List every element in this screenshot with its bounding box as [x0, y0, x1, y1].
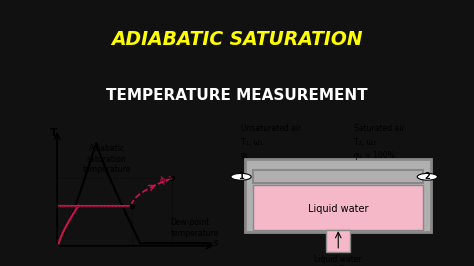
- Text: Adiabatic
saturation
temperature: Adiabatic saturation temperature: [82, 144, 131, 174]
- Text: T: T: [50, 128, 58, 138]
- Text: φ₁: φ₁: [241, 151, 249, 160]
- Bar: [326, 230, 350, 252]
- Text: φ₂ = 100%: φ₂ = 100%: [355, 151, 395, 160]
- Text: Dew-point
temperature: Dew-point temperature: [171, 218, 219, 238]
- Bar: [253, 185, 423, 230]
- Text: T₁, ω₁: T₁, ω₁: [241, 138, 263, 147]
- Text: $\phi_{s1}$: $\phi_{s1}$: [156, 170, 175, 188]
- Circle shape: [417, 173, 438, 180]
- Text: s: s: [213, 238, 219, 248]
- Bar: [245, 159, 431, 232]
- Text: ADIABATIC SATURATION: ADIABATIC SATURATION: [111, 30, 363, 49]
- Text: Liquid water: Liquid water: [308, 203, 368, 214]
- Text: 2: 2: [424, 172, 430, 181]
- Text: Unsaturated air: Unsaturated air: [241, 124, 301, 133]
- Circle shape: [231, 173, 251, 180]
- Text: Saturated air: Saturated air: [355, 124, 405, 133]
- Text: 1: 1: [238, 172, 244, 181]
- Text: TEMPERATURE MEASUREMENT: TEMPERATURE MEASUREMENT: [106, 88, 368, 103]
- Text: T₂, ω₂: T₂, ω₂: [355, 138, 376, 147]
- Bar: [253, 171, 423, 183]
- Text: Liquid water
at T₂: Liquid water at T₂: [314, 255, 362, 266]
